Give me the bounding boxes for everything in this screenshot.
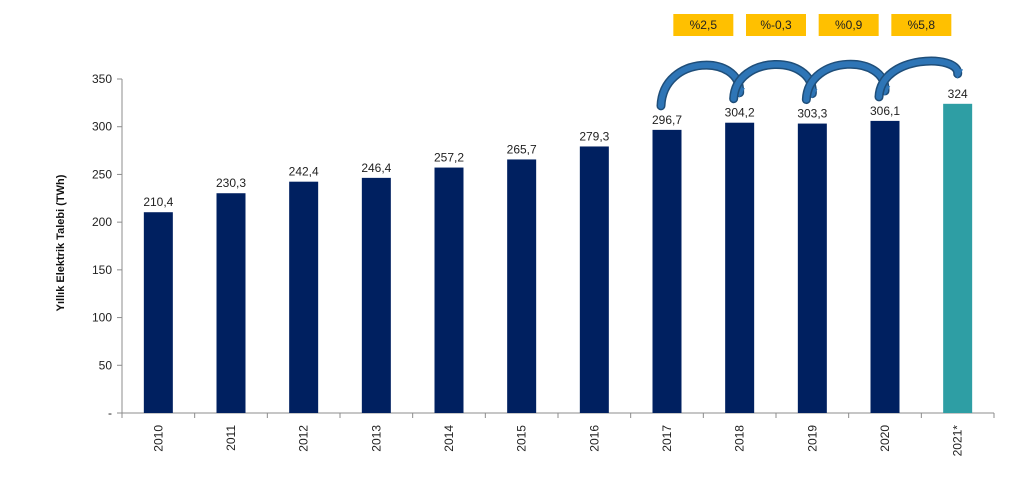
data-label: 230,3 xyxy=(216,176,246,190)
y-tick-label: 350 xyxy=(92,72,112,86)
bar-2012 xyxy=(289,181,319,413)
growth-arrow-outline xyxy=(874,56,963,102)
y-tick-label: 200 xyxy=(92,215,112,229)
data-label: 304,2 xyxy=(725,106,755,120)
growth-arrow xyxy=(658,62,745,109)
x-tick-label: 2016 xyxy=(587,425,601,452)
y-tick-label: 150 xyxy=(92,263,112,277)
data-label: 246,4 xyxy=(361,161,391,175)
y-tick-label: - xyxy=(108,406,112,420)
x-tick-label: 2014 xyxy=(442,425,456,452)
bar-2018 xyxy=(725,122,755,413)
growth-arrow xyxy=(876,58,964,100)
y-tick-label: 50 xyxy=(99,358,113,372)
bar-2019 xyxy=(797,123,827,414)
data-label: 296,7 xyxy=(652,113,682,127)
data-label: 210,4 xyxy=(143,195,173,209)
x-tick-label: 2017 xyxy=(660,425,674,452)
bar-2016 xyxy=(579,146,609,413)
growth-badge-label: %0,9 xyxy=(835,18,863,32)
y-tick-label: 100 xyxy=(92,311,112,325)
y-tick-label: 300 xyxy=(92,120,112,134)
y-tick-label: 250 xyxy=(92,167,112,181)
bar-2013 xyxy=(361,177,391,413)
growth-badge xyxy=(891,14,952,36)
data-label: 265,7 xyxy=(507,142,537,156)
growth-badge xyxy=(746,14,806,36)
growth-badge-label: %-0,3 xyxy=(760,18,792,32)
x-tick-label: 2020 xyxy=(878,425,892,452)
x-tick-label: 2011 xyxy=(224,425,238,451)
bar-2017 xyxy=(652,129,682,413)
growth-badge-label: %2,5 xyxy=(690,18,718,32)
axes: - 50 100 150 200 250 300 350 xyxy=(92,72,995,420)
x-tick-label: 2021* xyxy=(951,425,965,457)
data-label: 324 xyxy=(948,87,968,101)
bar-2010 xyxy=(143,212,173,413)
bar-2015 xyxy=(507,159,537,413)
x-tick-label: 2019 xyxy=(805,425,819,452)
growth-badge-label: %5,8 xyxy=(908,18,936,32)
x-tick-label: 2012 xyxy=(297,425,311,452)
data-label: 279,3 xyxy=(579,129,609,143)
data-label: 306,1 xyxy=(870,104,900,118)
x-tick-label: 2013 xyxy=(369,425,383,452)
growth-badge xyxy=(673,14,734,36)
y-axis-label: Yıllık Elektrik Talebi (TWh) xyxy=(55,174,67,311)
data-label: 303,3 xyxy=(797,107,827,121)
data-label: 257,2 xyxy=(434,151,464,165)
data-label: 242,4 xyxy=(289,165,319,179)
x-tick-label: 2015 xyxy=(515,425,529,452)
bar-2014 xyxy=(434,167,464,413)
bar-2011 xyxy=(216,193,246,413)
x-tick-label: 2018 xyxy=(733,425,747,452)
x-tick-label: 2010 xyxy=(151,425,165,452)
growth-badge xyxy=(818,14,879,36)
bar-2020 xyxy=(870,120,900,414)
growth-annotations: %2,5 %-0,3 %0,9 %5,8 xyxy=(656,14,964,111)
bars: 210,4 2010 230,3 2011 242,4 2012 246,4 2013 257,… xyxy=(143,87,973,457)
bar-2021-forecast xyxy=(943,103,973,413)
